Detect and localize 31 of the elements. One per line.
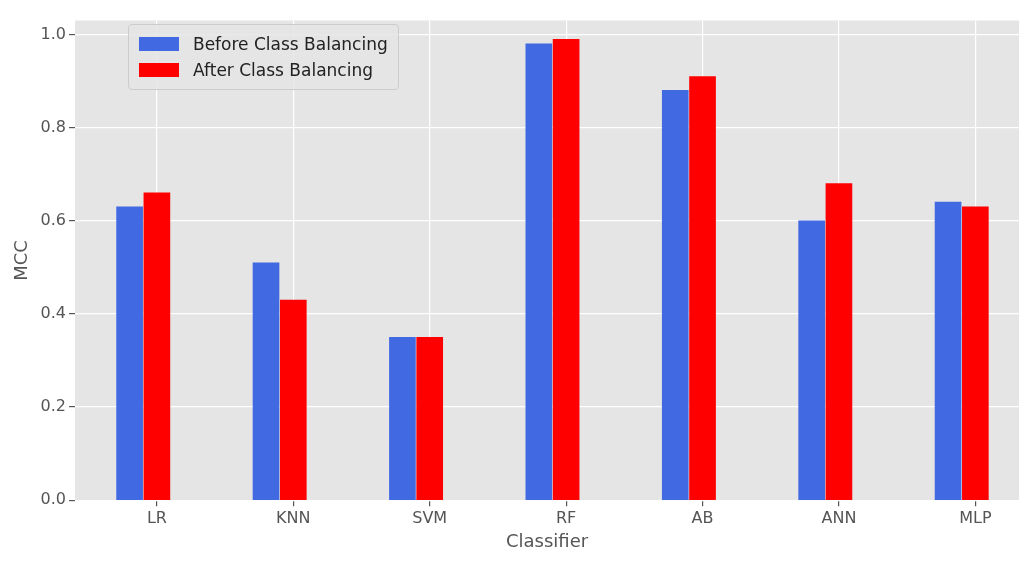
x-tick-label: LR bbox=[146, 507, 167, 527]
bar bbox=[416, 336, 444, 500]
bar bbox=[525, 43, 553, 500]
x-tick-label: SVM bbox=[412, 507, 448, 527]
bar bbox=[661, 90, 689, 500]
bar bbox=[798, 220, 825, 500]
y-tick-label: 0.4 bbox=[40, 303, 67, 323]
bar bbox=[689, 76, 716, 500]
y-tick-label: 0.8 bbox=[40, 116, 67, 136]
bar bbox=[962, 206, 989, 500]
x-tick-label: MLP bbox=[959, 507, 992, 527]
bar bbox=[389, 336, 416, 500]
bar bbox=[825, 183, 853, 500]
y-axis-title: MCC bbox=[10, 240, 32, 281]
y-tick-label: 0.0 bbox=[40, 489, 67, 509]
x-tick-label: KNN bbox=[276, 507, 311, 527]
y-tick-label: 1.0 bbox=[40, 23, 67, 43]
y-tick-label: 0.2 bbox=[40, 396, 67, 416]
bar bbox=[279, 299, 307, 500]
y-tick-label: 0.6 bbox=[40, 209, 67, 229]
bar bbox=[552, 38, 580, 500]
bar bbox=[116, 206, 143, 500]
bar bbox=[143, 192, 171, 500]
x-tick-label: RF bbox=[555, 507, 577, 527]
x-tick-label: AB bbox=[691, 507, 714, 527]
legend-label: Before Class Balancing bbox=[193, 33, 388, 56]
x-tick-label: ANN bbox=[821, 507, 857, 527]
x-axis-title: Classifier bbox=[505, 529, 589, 551]
legend-label: After Class Balancing bbox=[193, 59, 373, 82]
bar bbox=[934, 201, 962, 500]
bar bbox=[252, 262, 280, 500]
